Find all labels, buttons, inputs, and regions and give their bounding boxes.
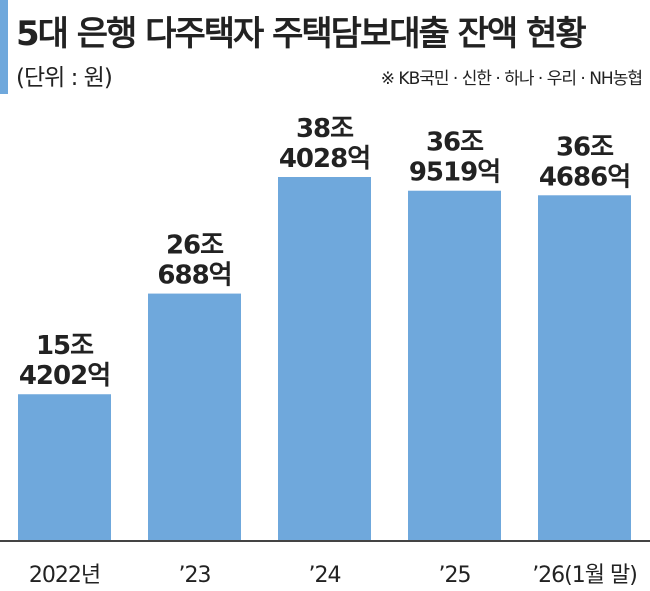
bar-value-label-3-line-1: 9519억 <box>409 158 500 188</box>
bar-value-label-2-line-1: 4028억 <box>279 144 370 174</box>
bar-value-label-0-line-1: 4202억 <box>19 361 110 391</box>
bar-4 <box>538 195 631 540</box>
x-tick-label-3: ’25 <box>439 563 471 588</box>
title-accent-bar <box>0 0 8 94</box>
bar-value-label-0-line-0: 15조 <box>36 331 94 361</box>
bar-value-label-1-line-1: 688억 <box>157 261 231 291</box>
x-tick-label-2: ’24 <box>309 563 341 588</box>
bar-value-label-2-line-0: 38조 <box>296 114 354 144</box>
bar-3 <box>408 190 501 540</box>
x-tick-label-1: ’23 <box>179 563 211 588</box>
bar-value-label-3-line-0: 36조 <box>426 128 484 158</box>
bar-1 <box>148 293 241 540</box>
x-tick-label-4: ’26(1월 말) <box>532 563 637 588</box>
bar-value-label-4-line-1: 4686억 <box>539 162 630 192</box>
bar-value-label-4-line-0: 36조 <box>556 132 614 162</box>
bar-value-label-1-line-0: 26조 <box>166 231 224 261</box>
source-note: ※ KB국민 · 신한 · 하나 · 우리 · NH농협 <box>380 69 643 89</box>
unit-note: (단위 : 원) <box>16 65 113 91</box>
bar-0 <box>18 394 111 540</box>
chart-title: 5대 은행 다주택자 주택담보대출 잔액 현황 <box>16 14 587 54</box>
x-tick-label-0: 2022년 <box>29 563 100 588</box>
bar-2 <box>278 177 371 540</box>
